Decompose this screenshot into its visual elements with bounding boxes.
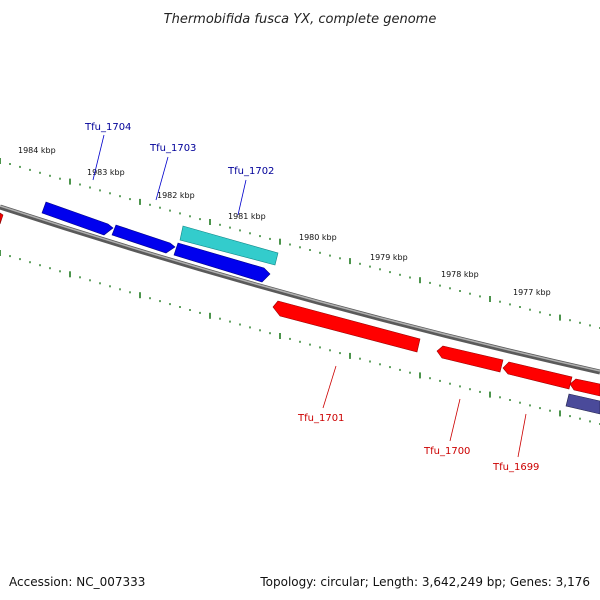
gene-label-tfu-1703[interactable]: Tfu_1703 <box>149 143 196 154</box>
inner-tick-track <box>0 250 600 425</box>
forward-genes <box>0 201 279 283</box>
gene-arrow-tfu-1701[interactable] <box>272 300 421 353</box>
reverse-genes <box>272 300 600 415</box>
scale-label: 1984 kbp <box>18 146 56 155</box>
label-leader-tfu-1699 <box>517 413 527 458</box>
scale-label: 1982 kbp <box>157 191 195 200</box>
label-leader-tfu-1704 <box>92 134 105 181</box>
gene-label-tfu-1702[interactable]: Tfu_1702 <box>227 166 274 177</box>
gene-label-tfu-1700[interactable]: Tfu_1700 <box>423 446 470 457</box>
backbone-line <box>0 204 600 375</box>
label-leader-tfu-1701 <box>322 365 337 409</box>
scale-label: 1980 kbp <box>299 233 337 242</box>
label-leader-tfu-1702 <box>237 179 247 216</box>
label-leader-tfu-1700 <box>449 398 461 442</box>
gene-arrow-partial[interactable] <box>0 212 4 225</box>
scale-label: 1979 kbp <box>370 253 408 262</box>
gene-arrow-right-partial[interactable] <box>569 378 600 397</box>
gene-arrow-tfu-1699[interactable] <box>502 361 573 390</box>
gene-arrow-tfu-1702[interactable] <box>179 225 279 266</box>
backbone-highlight <box>0 205 600 372</box>
scale-label: 1981 kbp <box>228 212 266 221</box>
gene-label-tfu-1704[interactable]: Tfu_1704 <box>84 122 131 133</box>
gene-arrow-tfu-1702-strand[interactable] <box>173 242 271 283</box>
gene-arrow-tfu-1704[interactable] <box>41 201 114 236</box>
genome-title: Thermobifida fusca YX, complete genome <box>164 12 437 27</box>
scale-label: 1977 kbp <box>513 288 551 297</box>
gene-arrow-tfu-1703[interactable] <box>111 224 176 254</box>
gene-labels: Tfu_1704 Tfu_1703 Tfu_1702 Tfu_1701 Tfu_… <box>84 122 539 473</box>
genome-summary: Topology: circular; Length: 3,642,249 bp… <box>259 575 590 589</box>
accession-text: Accession: NC_007333 <box>9 575 145 589</box>
backbone <box>0 204 600 375</box>
gene-arrow-tfu-1700[interactable] <box>436 345 504 373</box>
scale-label: 1983 kbp <box>87 168 125 177</box>
gene-label-tfu-1699[interactable]: Tfu_1699 <box>492 462 539 473</box>
gene-arrow-dark[interactable] <box>565 393 600 415</box>
scale-label: 1978 kbp <box>441 270 479 279</box>
label-leader-tfu-1703 <box>155 156 169 201</box>
outer-tick-track <box>0 158 600 329</box>
scale-labels: 1984 kbp 1983 kbp 1982 kbp 1981 kbp 1980… <box>18 146 551 297</box>
gene-label-tfu-1701[interactable]: Tfu_1701 <box>297 413 344 424</box>
